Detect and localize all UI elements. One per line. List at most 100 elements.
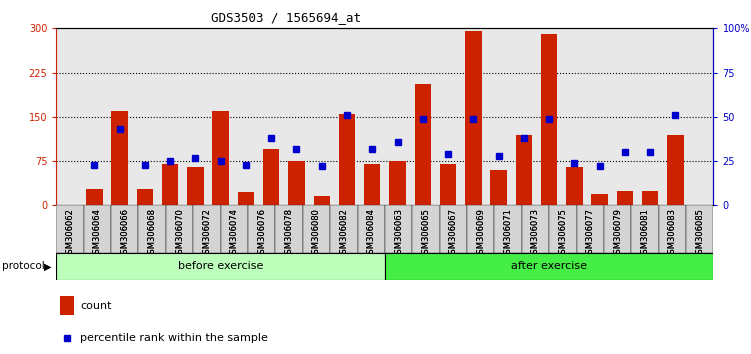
Text: GSM306070: GSM306070 <box>175 208 184 258</box>
Text: count: count <box>80 301 111 311</box>
Text: GSM306079: GSM306079 <box>613 208 622 258</box>
Bar <box>522 205 549 253</box>
Text: GSM306072: GSM306072 <box>203 208 212 258</box>
Text: GSM306084: GSM306084 <box>366 208 376 258</box>
Bar <box>412 205 439 253</box>
Text: GSM306080: GSM306080 <box>312 208 321 258</box>
Text: GSM306082: GSM306082 <box>339 208 348 258</box>
Text: GSM306078: GSM306078 <box>285 208 294 259</box>
Bar <box>330 205 357 253</box>
Bar <box>111 111 128 205</box>
Bar <box>591 194 608 205</box>
Bar <box>303 205 330 253</box>
Bar <box>56 253 385 280</box>
Text: GSM306074: GSM306074 <box>230 208 239 258</box>
Bar <box>166 205 193 253</box>
Text: GDS3503 / 1565694_at: GDS3503 / 1565694_at <box>211 11 361 24</box>
Text: GSM306069: GSM306069 <box>476 208 485 258</box>
Bar <box>577 205 604 253</box>
Text: GSM306073: GSM306073 <box>531 208 540 259</box>
Bar <box>313 196 330 205</box>
Bar <box>516 135 532 205</box>
Text: GSM306083: GSM306083 <box>668 208 677 259</box>
Bar <box>490 170 507 205</box>
Text: GSM306079: GSM306079 <box>613 208 622 258</box>
Text: after exercise: after exercise <box>511 261 587 272</box>
Bar <box>248 205 276 253</box>
Text: GSM306064: GSM306064 <box>93 208 102 258</box>
Bar <box>632 205 659 253</box>
Text: GSM306066: GSM306066 <box>120 208 129 259</box>
Bar <box>686 205 713 253</box>
Text: GSM306068: GSM306068 <box>148 208 157 259</box>
Bar <box>162 164 179 205</box>
Text: percentile rank within the sample: percentile rank within the sample <box>80 333 268 343</box>
Text: GSM306077: GSM306077 <box>586 208 595 259</box>
Bar <box>617 190 633 205</box>
Bar <box>56 205 83 253</box>
Bar <box>541 34 557 205</box>
Text: GSM306077: GSM306077 <box>586 208 595 259</box>
Bar <box>364 164 381 205</box>
Bar <box>276 205 303 253</box>
Text: GSM306078: GSM306078 <box>285 208 294 259</box>
Text: GSM306070: GSM306070 <box>175 208 184 258</box>
Bar <box>263 149 279 205</box>
Text: GSM306063: GSM306063 <box>394 208 403 259</box>
Text: GSM306085: GSM306085 <box>695 208 704 258</box>
Text: GSM306062: GSM306062 <box>65 208 74 258</box>
Bar <box>137 189 153 205</box>
Bar <box>465 31 481 205</box>
Bar <box>238 192 254 205</box>
Text: GSM306081: GSM306081 <box>641 208 650 258</box>
Bar <box>642 190 659 205</box>
Bar <box>83 205 111 253</box>
Bar <box>604 205 632 253</box>
Text: GSM306062: GSM306062 <box>65 208 74 258</box>
Text: GSM306084: GSM306084 <box>366 208 376 258</box>
Text: GSM306065: GSM306065 <box>421 208 430 258</box>
Text: GSM306072: GSM306072 <box>203 208 212 258</box>
Bar <box>288 161 305 205</box>
Bar <box>467 205 494 253</box>
Bar <box>667 135 683 205</box>
Text: GSM306075: GSM306075 <box>558 208 567 258</box>
Text: GSM306064: GSM306064 <box>93 208 102 258</box>
Text: GSM306065: GSM306065 <box>421 208 430 258</box>
Text: GSM306074: GSM306074 <box>230 208 239 258</box>
Text: GSM306076: GSM306076 <box>257 208 266 259</box>
Bar <box>60 296 74 315</box>
Text: GSM306066: GSM306066 <box>120 208 129 259</box>
Text: GSM306080: GSM306080 <box>312 208 321 258</box>
Text: GSM306085: GSM306085 <box>695 208 704 258</box>
Bar <box>659 205 686 253</box>
Bar <box>385 253 713 280</box>
Bar <box>494 205 522 253</box>
Text: GSM306071: GSM306071 <box>504 208 513 258</box>
Text: GSM306067: GSM306067 <box>449 208 458 259</box>
Bar <box>86 189 103 205</box>
Bar <box>111 205 138 253</box>
Text: GSM306069: GSM306069 <box>476 208 485 258</box>
Text: ▶: ▶ <box>44 261 51 272</box>
Text: GSM306068: GSM306068 <box>148 208 157 259</box>
Text: GSM306063: GSM306063 <box>394 208 403 259</box>
Bar <box>187 167 204 205</box>
Bar <box>389 161 406 205</box>
Bar <box>385 205 412 253</box>
Text: GSM306083: GSM306083 <box>668 208 677 259</box>
Bar <box>339 114 355 205</box>
Bar <box>357 205 385 253</box>
Bar <box>221 205 248 253</box>
Bar <box>193 205 221 253</box>
Bar <box>566 167 583 205</box>
Text: GSM306082: GSM306082 <box>339 208 348 258</box>
Text: GSM306067: GSM306067 <box>449 208 458 259</box>
Bar <box>213 111 229 205</box>
Bar <box>439 205 467 253</box>
Text: protocol: protocol <box>2 261 44 272</box>
Bar <box>549 205 577 253</box>
Text: GSM306076: GSM306076 <box>257 208 266 259</box>
Bar <box>138 205 166 253</box>
Text: before exercise: before exercise <box>178 261 264 272</box>
